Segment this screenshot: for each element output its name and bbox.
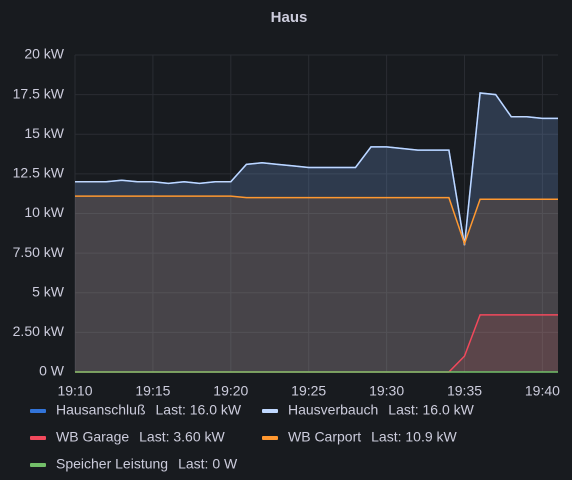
x-tick-label: 19:40 [525, 383, 560, 399]
legend-value: Last: 10.9 kW [371, 429, 457, 445]
series-area [75, 93, 558, 372]
y-tick-label: 2.50 kW [13, 323, 65, 339]
legend-value: Last: 3.60 kW [139, 429, 225, 445]
y-tick-label: 10 kW [24, 204, 64, 220]
y-tick-label: 0 W [39, 363, 65, 379]
y-tick-label: 20 kW [24, 46, 64, 62]
legend-swatch [30, 409, 46, 413]
y-tick-label: 7.50 kW [13, 244, 65, 260]
chart-title: Haus [271, 9, 308, 26]
series-line [75, 195, 558, 246]
legend-value: Last: 16.0 kW [156, 402, 242, 418]
legend-label: Hausverbauch [288, 402, 378, 418]
series-area [75, 314, 558, 372]
y-tick-label: 17.5 kW [13, 85, 65, 101]
y-tick-label: 5 kW [32, 283, 65, 299]
x-tick-label: 19:20 [213, 383, 248, 399]
legend-swatch [30, 463, 46, 467]
x-tick-label: 19:30 [369, 383, 404, 399]
series-line [75, 92, 558, 246]
legend-label: WB Garage [56, 429, 129, 445]
x-tick-label: 19:15 [135, 383, 170, 399]
legend-swatch [262, 436, 278, 440]
legend-label: Hausanschluß [56, 402, 146, 418]
legend-value: Last: 16.0 kW [388, 402, 474, 418]
series-area [75, 93, 558, 372]
legend-label: Speicher Leistung [56, 456, 168, 472]
legend-swatch [30, 436, 46, 440]
y-tick-label: 12.5 kW [13, 165, 65, 181]
series-area [75, 196, 558, 372]
y-tick-label: 15 kW [24, 125, 64, 141]
legend-value: Last: 0 W [178, 456, 238, 472]
legend-swatch [262, 409, 278, 413]
x-tick-label: 19:25 [291, 383, 326, 399]
x-tick-label: 19:35 [447, 383, 482, 399]
legend-label: WB Carport [288, 429, 361, 445]
x-tick-label: 19:10 [57, 383, 92, 399]
